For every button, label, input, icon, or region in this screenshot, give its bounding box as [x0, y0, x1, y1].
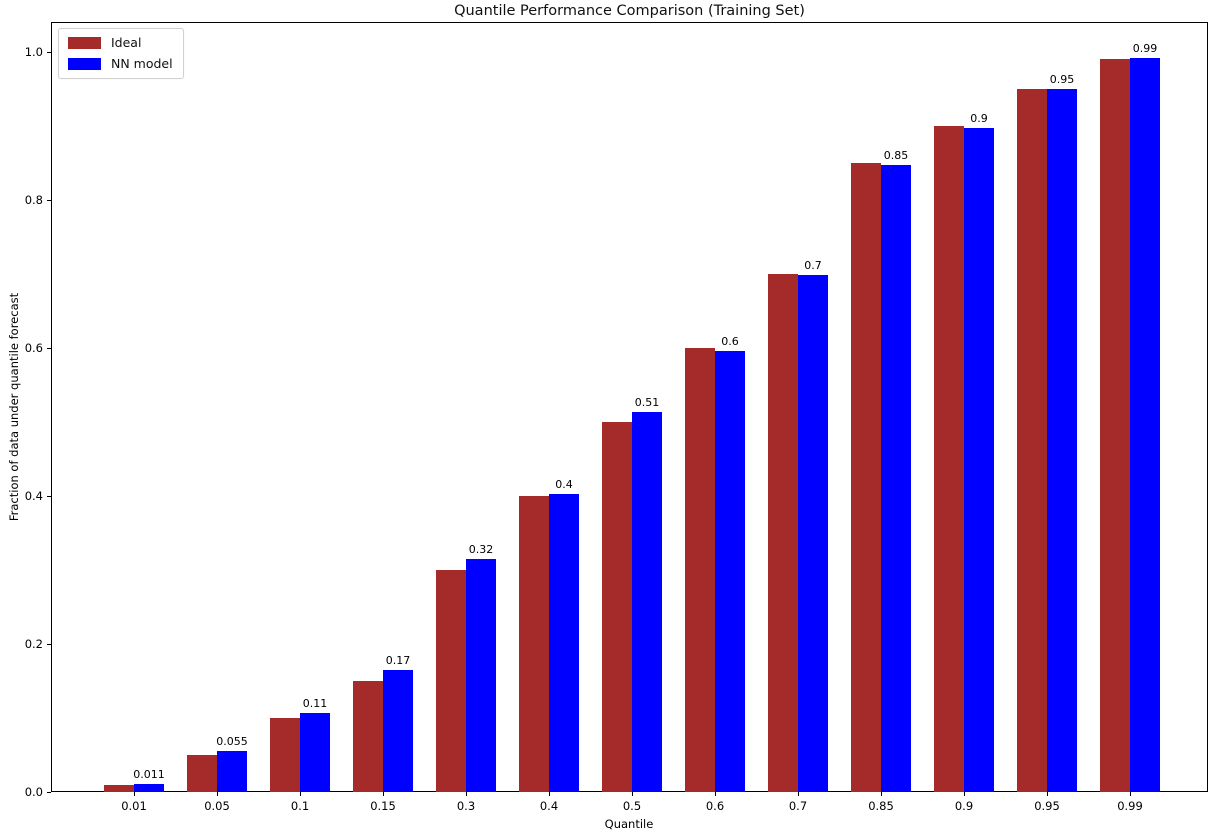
bar-nn-model	[549, 493, 579, 792]
legend-swatch	[68, 58, 101, 70]
y-axis-label: Fraction of data under quantile forecast	[7, 292, 21, 522]
bar-ideal	[104, 784, 134, 792]
bar-value-label: 0.32	[468, 542, 494, 556]
x-tick-mark	[881, 792, 882, 796]
x-axis-label: Quantile	[604, 817, 654, 831]
x-tick-mark	[1130, 792, 1131, 796]
x-tick-mark	[466, 792, 467, 796]
bar-value-label: 0.4	[555, 477, 573, 491]
x-tick-label: 0.85	[868, 799, 894, 813]
y-tick-mark	[47, 51, 51, 53]
y-tick-label: 1.0	[24, 44, 43, 59]
bar-ideal	[270, 717, 300, 792]
bar-value-label: 0.11	[302, 696, 328, 710]
bar-value-label: 0.85	[883, 148, 909, 162]
legend-label: Ideal	[111, 35, 142, 50]
y-tick-mark	[47, 495, 51, 497]
bar-value-label: 0.011	[133, 767, 165, 781]
bar-value-label: 0.6	[721, 334, 739, 348]
bar-ideal	[934, 125, 964, 792]
bar-ideal	[602, 421, 632, 792]
x-tick-mark	[383, 792, 384, 796]
x-tick-mark	[300, 792, 301, 796]
legend-item-ideal: Ideal	[68, 36, 173, 50]
bar-value-label: 0.055	[216, 734, 248, 748]
bar-value-label: 0.99	[1132, 41, 1158, 55]
bar-nn-model	[383, 669, 413, 792]
x-tick-mark	[549, 792, 550, 796]
x-tick-mark	[134, 792, 135, 796]
bar-nn-model	[964, 127, 994, 792]
y-tick-label: 0.4	[24, 488, 43, 503]
legend-swatch	[68, 37, 101, 49]
x-tick-label: 0.6	[705, 799, 725, 813]
bar-ideal	[851, 162, 881, 792]
x-tick-mark	[798, 792, 799, 796]
x-tick-label: 0.5	[622, 799, 642, 813]
bar-ideal	[685, 347, 715, 792]
bar-ideal	[353, 680, 383, 792]
bar-ideal	[768, 273, 798, 792]
bar-value-label: 0.51	[634, 396, 660, 410]
x-tick-label: 0.99	[1117, 799, 1143, 813]
y-tick-label: 0.2	[24, 636, 43, 651]
y-tick-mark	[47, 643, 51, 645]
x-tick-label: 0.1	[290, 799, 310, 813]
x-tick-mark	[217, 792, 218, 796]
legend-label: NN model	[111, 56, 173, 71]
x-tick-label: 0.7	[788, 799, 808, 813]
x-tick-mark	[715, 792, 716, 796]
y-tick-label: 0.6	[24, 340, 43, 355]
y-tick-label: 0.8	[24, 192, 43, 207]
bar-nn-model	[1047, 89, 1077, 792]
y-tick-mark	[47, 199, 51, 201]
bar-nn-model	[217, 750, 247, 792]
x-tick-label: 0.01	[121, 799, 147, 813]
y-tick-label: 0.0	[24, 785, 43, 799]
bar-nn-model	[134, 783, 164, 792]
bar-nn-model	[1130, 57, 1160, 792]
x-tick-label: 0.05	[204, 799, 230, 813]
legend: Ideal NN model	[58, 28, 184, 79]
x-tick-label: 0.9	[954, 799, 974, 813]
x-tick-label: 0.15	[370, 799, 396, 813]
x-tick-label: 0.3	[456, 799, 476, 813]
x-tick-mark	[1047, 792, 1048, 796]
x-tick-mark	[964, 792, 965, 796]
bar-ideal	[519, 495, 549, 792]
legend-item-nn-model: NN model	[68, 57, 173, 71]
bar-nn-model	[881, 164, 911, 792]
bar-nn-model	[466, 558, 496, 792]
bar-value-label: 0.17	[385, 653, 411, 667]
y-tick-mark	[47, 347, 51, 349]
bar-nn-model	[632, 412, 662, 792]
x-tick-label: 0.4	[539, 799, 559, 813]
bar-nn-model	[798, 275, 828, 792]
y-tick-mark	[47, 792, 51, 793]
bar-value-label: 0.9	[970, 111, 988, 125]
bar-nn-model	[300, 712, 330, 792]
bar-value-label: 0.7	[804, 259, 822, 273]
bar-ideal	[436, 569, 466, 792]
x-tick-mark	[632, 792, 633, 796]
bar-ideal	[1017, 88, 1047, 792]
x-tick-label: 0.95	[1034, 799, 1060, 813]
chart-title: Quantile Performance Comparison (Trainin…	[454, 3, 805, 19]
bar-value-label: 0.95	[1049, 73, 1075, 87]
bar-nn-model	[715, 350, 745, 792]
bar-ideal	[1100, 59, 1130, 792]
bar-ideal	[187, 754, 217, 792]
